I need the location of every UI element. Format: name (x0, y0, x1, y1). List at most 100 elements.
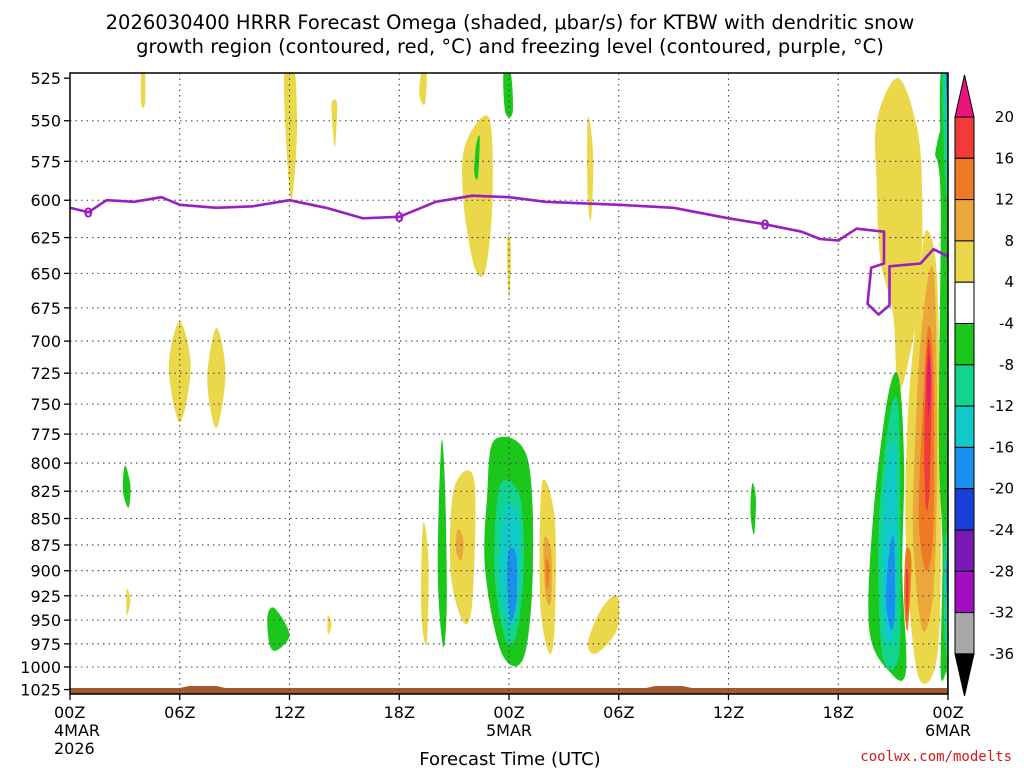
y-tick-label: 775 (30, 425, 61, 444)
freezing-level-label: 0 (395, 211, 404, 226)
colorbar-swatch (954, 364, 975, 407)
colorbar-label: -20 (990, 480, 1015, 498)
omega-region-pos20 (927, 354, 931, 417)
omega-region-pos4 (874, 78, 923, 392)
omega-region-pos4 (421, 522, 429, 646)
x-tick-date: 5MAR (486, 721, 532, 740)
colorbar-label: -24 (990, 521, 1015, 539)
colorbar-label: 20 (995, 108, 1014, 126)
omega-region-pos4 (140, 73, 146, 108)
colorbar-swatch (954, 488, 975, 531)
colorbar-label: -32 (990, 604, 1015, 622)
x-tick-label: 00Z (493, 703, 524, 722)
omega-region-neg4 (474, 135, 480, 180)
omega-region-pos4 (168, 321, 191, 423)
omega-region-neg16 (885, 535, 896, 630)
omega-region-pos4 (419, 73, 427, 105)
omega-region-pos4 (283, 73, 297, 201)
colorbar-swatch (954, 240, 975, 283)
colorbar-swatch (954, 446, 975, 490)
x-tick-label: 12Z (274, 703, 305, 722)
omega-region-neg4 (503, 73, 514, 118)
colorbar-swatch (954, 405, 975, 448)
colorbar-label: 16 (995, 149, 1014, 167)
y-tick-label: 850 (30, 509, 61, 528)
omega-region-neg4 (122, 465, 131, 508)
colorbar-label: -12 (990, 397, 1015, 415)
colorbar-swatch (954, 323, 975, 366)
freezing-level-label: 0 (84, 206, 93, 221)
omega-region-pos4 (126, 588, 131, 616)
colorbar-label: -36 (990, 645, 1015, 663)
x-tick-label: 12Z (713, 703, 744, 722)
y-tick-label: 650 (30, 264, 61, 283)
omega-region-neg4 (750, 483, 756, 535)
y-tick-label: 700 (30, 332, 61, 351)
omega-region-pos4 (207, 327, 226, 429)
chart-title-line-1: 2026030400 HRRR Forecast Omega (shaded, … (106, 11, 915, 34)
x-tick-date: 6MAR (925, 721, 971, 740)
y-tick-label: 1000 (20, 658, 61, 677)
y-tick-label: 550 (30, 112, 61, 131)
omega-region-pos4 (587, 595, 620, 654)
omega-region-neg16 (507, 547, 518, 621)
colorbar-label: -8 (999, 356, 1014, 374)
x-tick-label: 18Z (823, 703, 854, 722)
y-tick-label: 575 (30, 152, 61, 171)
x-tick-label: 00Z (54, 703, 85, 722)
omega-region-pos12 (545, 558, 550, 591)
x-tick-label: 00Z (932, 703, 963, 722)
y-tick-label: 825 (30, 482, 61, 501)
freezing-level-contour: 0 0 0 (69, 194, 949, 316)
colorbar-swatch (954, 116, 975, 159)
y-tick-label: 1025 (20, 681, 61, 700)
x-tick-date: 4MAR (54, 721, 100, 740)
omega-region-pos4 (331, 99, 338, 148)
colorbar-top-arrow (954, 74, 975, 118)
y-tick-label: 800 (30, 454, 61, 473)
x-tick-label: 18Z (384, 703, 415, 722)
colorbar-swatch (954, 570, 975, 614)
freezing-level-line (69, 194, 949, 316)
y-tick-label: 975 (30, 635, 61, 654)
colorbar-label: 8 (1004, 232, 1014, 250)
colorbar-legend: 20 16 12 8 4 -4 -8 -12 -16 -20 -24 -28 -32 -36 (954, 74, 1015, 697)
y-tick-label: 725 (30, 364, 61, 383)
colorbar-swatch (954, 529, 975, 572)
omega-region-pos8 (455, 528, 464, 561)
colorbar-label: -16 (990, 438, 1015, 456)
freezing-level-label: 0 (761, 218, 770, 233)
colorbar-label: -28 (990, 562, 1015, 580)
chart-title-line-2: growth region (contoured, red, °C) and f… (136, 35, 884, 58)
omega-region-pos4 (587, 116, 594, 221)
colorbar-bottom-arrow (954, 653, 975, 697)
colorbar-swatch (954, 199, 975, 242)
x-tick-label: 06Z (603, 703, 634, 722)
y-tick-label: 925 (30, 587, 61, 606)
y-axis: 525 550 575 600 625 650 675 700 725 750 775 800 825 8… (20, 69, 70, 700)
colorbar-swatch (954, 281, 975, 325)
colorbar-label: 12 (995, 191, 1014, 209)
y-tick-label: 675 (30, 299, 61, 318)
y-tick-label: 625 (30, 229, 61, 248)
y-tick-label: 750 (30, 395, 61, 414)
y-tick-label: 600 (30, 191, 61, 210)
colorbar-label: 4 (1004, 273, 1014, 291)
colorbar-label: -4 (999, 315, 1014, 333)
x-axis-label: Forecast Time (UTC) (419, 749, 600, 768)
omega-region-neg4 (267, 607, 290, 651)
colorbar-swatch (954, 157, 975, 201)
x-tick-date: 2026 (54, 739, 95, 758)
gridlines (70, 73, 948, 694)
y-tick-label: 900 (30, 562, 61, 581)
omega-region-pos16 (905, 568, 909, 621)
credit-link[interactable]: coolwx.com/modelts (860, 749, 1012, 765)
y-tick-label: 875 (30, 536, 61, 555)
x-tick-label: 06Z (164, 703, 195, 722)
y-tick-label: 950 (30, 611, 61, 630)
omega-region-pos4 (327, 615, 332, 635)
colorbar-swatch (954, 612, 975, 655)
y-tick-label: 525 (30, 69, 61, 88)
